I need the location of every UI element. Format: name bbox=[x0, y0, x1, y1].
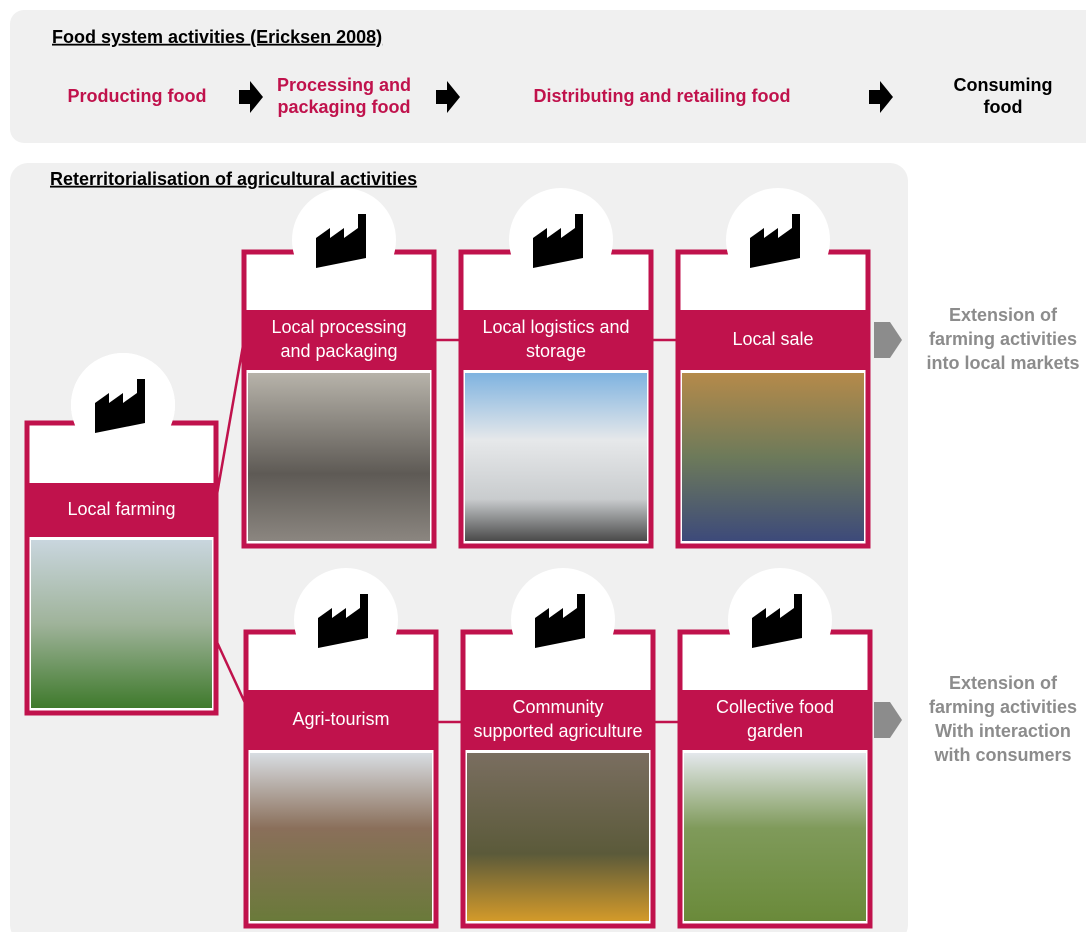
box-band bbox=[244, 310, 434, 370]
connector bbox=[214, 639, 248, 706]
box-label: Local processing bbox=[271, 317, 406, 337]
photo bbox=[682, 373, 864, 541]
gray-arrow bbox=[874, 702, 902, 738]
step-label: packaging food bbox=[277, 97, 410, 117]
extension-label: With interaction bbox=[935, 721, 1071, 741]
box-label: storage bbox=[526, 341, 586, 361]
box-band bbox=[246, 690, 436, 750]
photo bbox=[684, 753, 866, 921]
step-label: food bbox=[984, 97, 1023, 117]
extension-label: Extension of bbox=[949, 305, 1058, 325]
extension-label: farming activities bbox=[929, 697, 1077, 717]
step-label: Distributing and retailing food bbox=[534, 86, 791, 106]
icon bbox=[752, 594, 802, 648]
icon bbox=[316, 214, 366, 268]
arrow bbox=[869, 81, 893, 113]
step-label: Consuming bbox=[954, 75, 1053, 95]
gray-arrow bbox=[874, 322, 902, 358]
panel-title: Food system activities (Ericksen 2008) bbox=[52, 27, 382, 47]
box-label: Local sale bbox=[732, 329, 813, 349]
photo bbox=[250, 753, 432, 921]
icon bbox=[95, 379, 145, 433]
extension-label: with consumers bbox=[933, 745, 1071, 765]
step-label: Producting food bbox=[68, 86, 207, 106]
step-label: Processing and bbox=[277, 75, 411, 95]
box-label: Local logistics and bbox=[482, 317, 629, 337]
arrow bbox=[436, 81, 460, 113]
panel-title: Reterritorialisation of agricultural act… bbox=[50, 169, 417, 189]
box-label: and packaging bbox=[280, 341, 397, 361]
extension-label: Extension of bbox=[949, 673, 1058, 693]
box-label: supported agriculture bbox=[473, 721, 642, 741]
connector bbox=[214, 339, 246, 501]
top-panel bbox=[10, 10, 1086, 143]
box-band bbox=[678, 310, 868, 370]
box-band bbox=[680, 690, 870, 750]
box-label: Local farming bbox=[67, 499, 175, 519]
extension-label: farming activities bbox=[929, 329, 1077, 349]
icon bbox=[533, 214, 583, 268]
photo bbox=[248, 373, 430, 541]
photo bbox=[31, 540, 212, 708]
icon bbox=[318, 594, 368, 648]
box-label: Agri-tourism bbox=[292, 709, 389, 729]
box-band bbox=[463, 690, 653, 750]
box-label: Collective food bbox=[716, 697, 834, 717]
photo bbox=[465, 373, 647, 541]
box-band bbox=[27, 483, 216, 537]
box-label: Community bbox=[512, 697, 603, 717]
photo bbox=[467, 753, 649, 921]
icon bbox=[750, 214, 800, 268]
arrow bbox=[239, 81, 263, 113]
icon bbox=[535, 594, 585, 648]
extension-label: into local markets bbox=[926, 353, 1079, 373]
box-label: garden bbox=[747, 721, 803, 741]
box-band bbox=[461, 310, 651, 370]
